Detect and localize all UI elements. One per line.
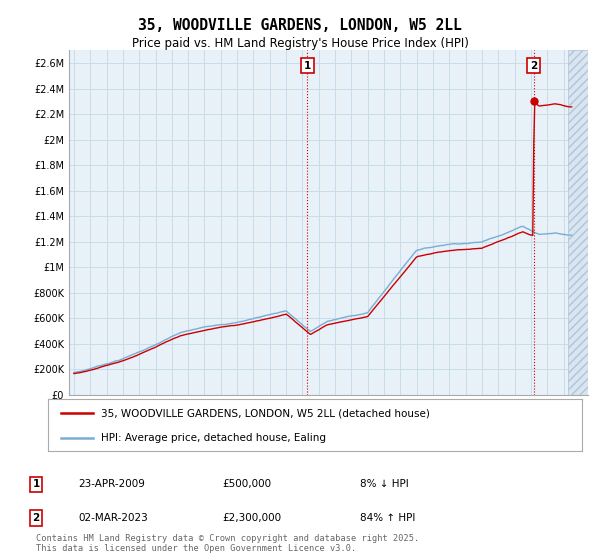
Text: 02-MAR-2023: 02-MAR-2023 xyxy=(78,513,148,523)
Text: 1: 1 xyxy=(32,479,40,489)
Bar xyxy=(568,50,588,395)
Text: Price paid vs. HM Land Registry's House Price Index (HPI): Price paid vs. HM Land Registry's House … xyxy=(131,37,469,50)
Text: £500,000: £500,000 xyxy=(222,479,271,489)
Text: 1: 1 xyxy=(304,60,311,71)
Text: HPI: Average price, detached house, Ealing: HPI: Average price, detached house, Eali… xyxy=(101,433,326,443)
Text: 35, WOODVILLE GARDENS, LONDON, W5 2LL: 35, WOODVILLE GARDENS, LONDON, W5 2LL xyxy=(138,18,462,32)
Text: 35, WOODVILLE GARDENS, LONDON, W5 2LL (detached house): 35, WOODVILLE GARDENS, LONDON, W5 2LL (d… xyxy=(101,408,430,418)
Text: 23-APR-2009: 23-APR-2009 xyxy=(78,479,145,489)
Text: £2,300,000: £2,300,000 xyxy=(222,513,281,523)
Text: Contains HM Land Registry data © Crown copyright and database right 2025.
This d: Contains HM Land Registry data © Crown c… xyxy=(36,534,419,553)
Bar xyxy=(568,50,588,395)
Text: 8% ↓ HPI: 8% ↓ HPI xyxy=(360,479,409,489)
Text: 2: 2 xyxy=(32,513,40,523)
Text: 84% ↑ HPI: 84% ↑ HPI xyxy=(360,513,415,523)
Text: 2: 2 xyxy=(530,60,537,71)
